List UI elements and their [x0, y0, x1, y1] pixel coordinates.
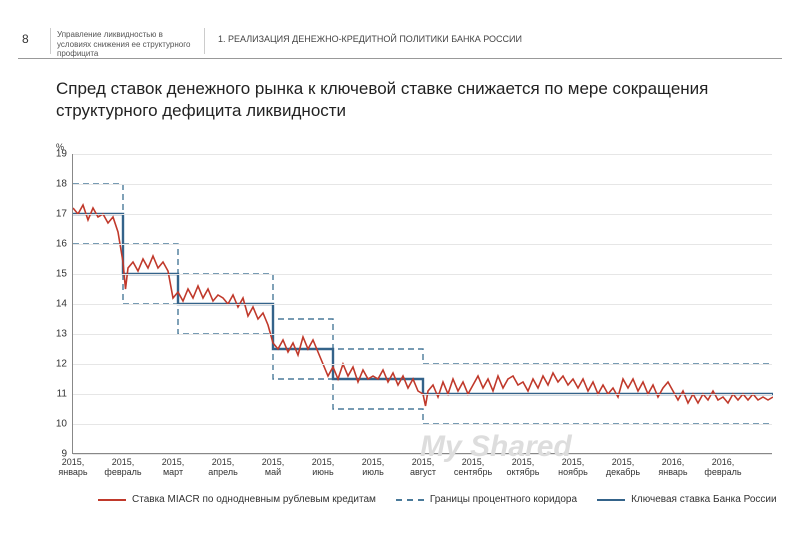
plot-area: 9101112131415161718192015,январь2015,фев…	[72, 154, 772, 454]
x-tick-label: 2015,ноябрь	[558, 453, 588, 478]
x-tick-label: 2016,февраль	[704, 453, 741, 478]
legend-swatch	[396, 499, 424, 501]
y-tick-label: 13	[56, 329, 73, 340]
gridline	[73, 184, 772, 185]
x-tick-label: 2015,декабрь	[606, 453, 640, 478]
y-tick-label: 17	[56, 209, 73, 220]
y-tick-label: 12	[56, 359, 73, 370]
x-tick-label: 2015,май	[262, 453, 285, 478]
y-tick-label: 18	[56, 179, 73, 190]
x-tick-label: 2015,сентябрь	[454, 453, 492, 478]
gridline	[73, 214, 772, 215]
gridline	[73, 394, 772, 395]
legend-item: Границы процентного коридора	[396, 494, 577, 505]
gridline	[73, 274, 772, 275]
header-divider	[18, 58, 782, 59]
gridline	[73, 304, 772, 305]
gridline	[73, 424, 772, 425]
page-number: 8	[22, 32, 29, 46]
x-tick-label: 2016,январь	[658, 453, 687, 478]
x-tick-label: 2015,июнь	[312, 453, 335, 478]
gridline	[73, 334, 772, 335]
x-tick-label: 2015,март	[162, 453, 185, 478]
gridline	[73, 154, 772, 155]
legend-item: Ключевая ставка Банка России	[597, 494, 777, 505]
y-tick-label: 15	[56, 269, 73, 280]
y-tick-label: 10	[56, 419, 73, 430]
doc-title: Управление ликвидностью в условиях сниже…	[50, 28, 205, 54]
gridline	[73, 364, 772, 365]
legend-label: Ставка MIACR по однодневным рублевым кре…	[132, 494, 376, 505]
x-tick-label: 2015,апрель	[208, 453, 238, 478]
legend-swatch	[597, 499, 625, 501]
gridline	[73, 244, 772, 245]
x-tick-label: 2015,июль	[362, 453, 385, 478]
page-title: Спред ставок денежного рынка к ключевой …	[56, 78, 756, 122]
legend-label: Ключевая ставка Банка России	[631, 494, 777, 505]
y-tick-label: 14	[56, 299, 73, 310]
chart: % 9101112131415161718192015,январь2015,ф…	[38, 140, 778, 520]
y-tick-label: 19	[56, 149, 73, 160]
header: 8 Управление ликвидностью в условиях сни…	[0, 28, 800, 56]
y-tick-label: 11	[57, 389, 73, 400]
y-tick-label: 16	[56, 239, 73, 250]
x-tick-label: 2015,февраль	[104, 453, 141, 478]
x-tick-label: 2015,август	[410, 453, 436, 478]
x-tick-label: 2015,январь	[58, 453, 87, 478]
section-title: 1. РЕАЛИЗАЦИЯ ДЕНЕЖНО-КРЕДИТНОЙ ПОЛИТИКИ…	[218, 34, 522, 44]
legend-swatch	[98, 499, 126, 501]
legend: Ставка MIACR по однодневным рублевым кре…	[98, 494, 798, 505]
legend-label: Границы процентного коридора	[430, 494, 577, 505]
legend-item: Ставка MIACR по однодневным рублевым кре…	[98, 494, 376, 505]
x-tick-label: 2015,октябрь	[507, 453, 540, 478]
